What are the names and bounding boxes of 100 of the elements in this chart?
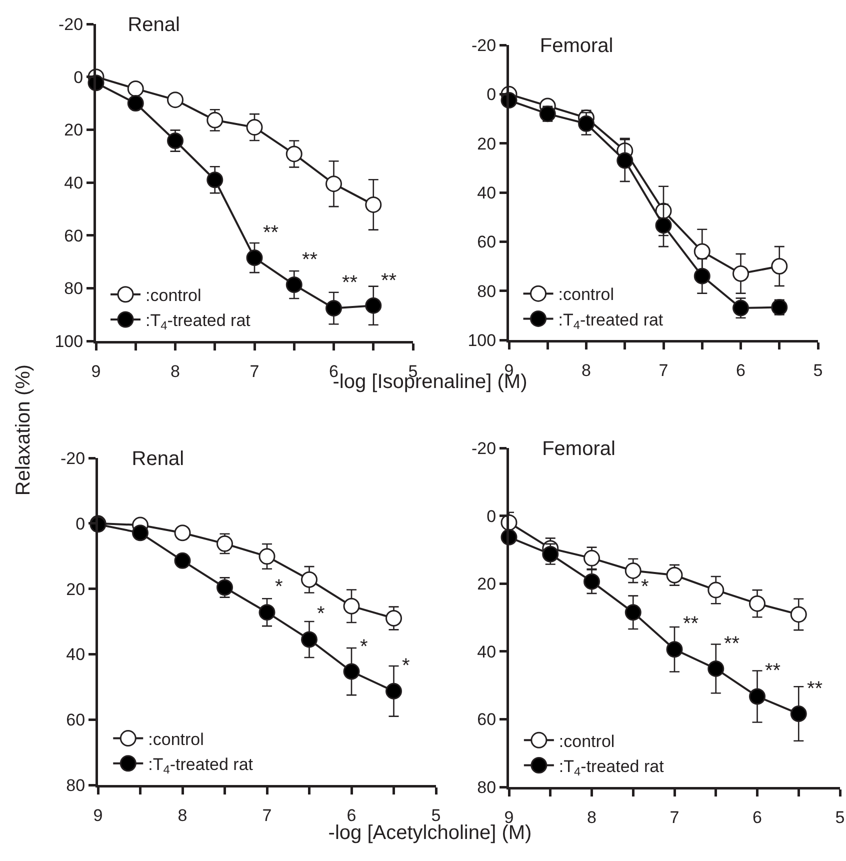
y-tick-label: -20	[58, 14, 84, 34]
point	[732, 300, 749, 316]
point	[206, 112, 224, 128]
point	[246, 119, 263, 136]
point	[174, 552, 191, 569]
annotation: *	[360, 636, 368, 658]
point	[258, 604, 276, 621]
point	[584, 573, 600, 590]
legend-label: :control	[558, 285, 614, 304]
y-tick-label: 40	[477, 642, 496, 662]
point	[127, 95, 144, 112]
point	[694, 268, 710, 284]
y-tick-label: 60	[64, 226, 84, 246]
y-tick-label: 0	[486, 85, 496, 104]
point	[749, 595, 766, 612]
point	[386, 682, 402, 700]
y-tick-label: 20	[477, 574, 496, 594]
y-tick-label: 80	[66, 776, 86, 795]
point	[732, 265, 749, 282]
point	[624, 604, 642, 621]
legend-label: :T$_{4}$-treated rat	[148, 755, 254, 777]
annotation: **	[765, 660, 781, 682]
point	[286, 276, 302, 293]
x-tick-label: 7	[262, 806, 272, 825]
y-tick-label: 40	[477, 183, 496, 202]
y-tick-label: 80	[477, 282, 496, 301]
legend-label: :T$_{4}$-treated rat	[558, 756, 664, 778]
point	[584, 550, 600, 566]
point	[708, 660, 724, 677]
point	[174, 524, 191, 542]
point	[655, 217, 672, 234]
x-tick-label: 9	[91, 362, 101, 381]
point	[132, 524, 148, 542]
point	[749, 688, 766, 705]
x-tick-label: 7	[670, 808, 680, 827]
y-tick-label: 80	[64, 279, 84, 298]
point	[624, 562, 642, 579]
x-tick-label: 5	[835, 808, 845, 827]
y-tick-label: 100	[54, 332, 84, 351]
annotation: **	[302, 249, 318, 271]
legend-label: :control	[148, 730, 204, 749]
y-tick-label: 60	[477, 710, 496, 730]
y-tick-label: 20	[477, 134, 496, 154]
point	[206, 172, 224, 188]
annotation: **	[683, 613, 699, 635]
y-tick-label: -20	[472, 438, 496, 458]
y-tick-label: 20	[64, 120, 84, 140]
point	[326, 300, 342, 316]
point	[326, 176, 342, 192]
annotation: **	[807, 678, 823, 700]
annotation: *	[641, 576, 649, 598]
point	[258, 548, 276, 565]
x-tick-label: 5	[431, 806, 441, 825]
point	[386, 610, 402, 626]
point	[666, 566, 683, 584]
point	[246, 250, 263, 266]
point	[616, 152, 634, 169]
legend-label: :control	[558, 732, 615, 751]
x-tick-label: 7	[250, 362, 260, 381]
x-tick-label: 7	[658, 360, 668, 380]
point	[578, 115, 594, 132]
x-tick-label: 5	[813, 360, 823, 380]
chart-title: Renal	[128, 14, 180, 36]
point	[167, 92, 184, 108]
legend-label: :T$_{4}$-treated rat	[146, 311, 251, 333]
point	[708, 582, 724, 598]
annotation: **	[263, 222, 279, 244]
y-tick-label: -20	[60, 448, 86, 468]
y-tick-label: 60	[66, 710, 86, 730]
y-tick-label: 0	[74, 68, 84, 87]
point	[343, 663, 360, 680]
y-axis-title: Relaxation (%)	[12, 364, 36, 496]
point	[216, 579, 233, 596]
point	[790, 606, 807, 623]
y-tick-label: 60	[477, 232, 496, 252]
point	[666, 641, 683, 658]
annotation: *	[402, 655, 410, 677]
y-tick-label: 100	[468, 330, 496, 350]
point	[343, 598, 360, 614]
y-tick-label: 0	[486, 506, 496, 526]
point	[167, 132, 184, 150]
point	[694, 243, 710, 260]
y-tick-label: 40	[66, 645, 86, 664]
x-tick-label: 6	[736, 360, 746, 380]
annotation: *	[275, 576, 283, 598]
x-axis-title: -log [Acetylcholine] (M)	[328, 822, 532, 845]
annotation: *	[317, 603, 325, 625]
point	[127, 80, 144, 97]
point	[301, 631, 318, 648]
point	[365, 297, 382, 314]
x-tick-label: 8	[178, 806, 188, 825]
chart-title: Femoral	[540, 35, 614, 57]
point	[216, 535, 233, 552]
x-tick-label: 6	[346, 806, 356, 825]
x-tick-label: 8	[170, 362, 180, 381]
y-tick-label: 0	[76, 514, 86, 534]
point	[790, 706, 807, 722]
chart-title: Renal	[132, 448, 184, 470]
annotation: **	[381, 270, 397, 292]
point	[286, 146, 302, 162]
